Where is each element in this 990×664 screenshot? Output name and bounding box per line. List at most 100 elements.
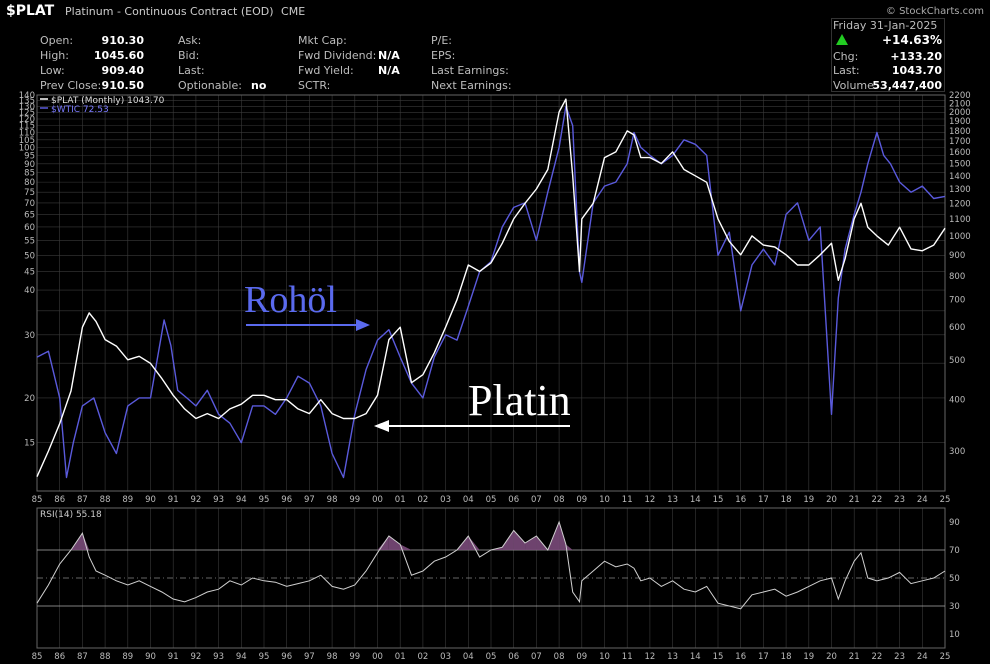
x-tick-label: 98 xyxy=(327,652,338,662)
instrument-name: Platinum - Continuous Contract (EOD) CME xyxy=(65,5,305,18)
right-tick-label: 1200 xyxy=(949,199,971,209)
x-tick-label: 89 xyxy=(122,652,133,662)
x-tick-label: 92 xyxy=(190,652,201,662)
x-tick-label: 00 xyxy=(372,495,383,505)
chg-label: Chg: xyxy=(833,50,859,63)
pe-label: P/E: xyxy=(431,34,452,47)
right-tick-label: 600 xyxy=(949,323,965,333)
left-tick-label: 70 xyxy=(24,199,35,209)
left-axis: 1520304045505560657075808590951001051101… xyxy=(19,91,35,449)
rsi-overbought-fill xyxy=(525,536,537,550)
x-tick-label: 07 xyxy=(531,652,542,662)
left-tick-label: 60 xyxy=(24,223,35,233)
x-tick-label: 14 xyxy=(690,495,701,505)
sctr-label: SCTR: xyxy=(298,79,331,92)
last-price-value: 1043.70 xyxy=(891,64,942,77)
x-tick-label: 17 xyxy=(758,495,769,505)
x-tick-label: 23 xyxy=(894,495,905,505)
x-tick-label: 22 xyxy=(871,495,882,505)
rsi-overbought-fill xyxy=(388,536,401,550)
x-tick-label: 19 xyxy=(803,652,814,662)
x-tick-label: 91 xyxy=(168,652,179,662)
x-tick-label: 20 xyxy=(826,652,837,662)
x-tick-label: 88 xyxy=(100,495,111,505)
x-tick-label: 10 xyxy=(599,652,610,662)
right-tick-label: 800 xyxy=(949,272,965,282)
x-tick-label: 93 xyxy=(213,652,224,662)
last-earnings-label: Last Earnings: xyxy=(431,64,509,77)
up-arrow-icon xyxy=(836,34,848,45)
x-tick-label: 99 xyxy=(349,652,360,662)
x-tick-label: 94 xyxy=(236,652,247,662)
legend-plat: $PLAT (Monthly) 1043.70 xyxy=(51,96,165,106)
left-tick-label: 100 xyxy=(19,143,35,153)
x-tick-label: 13 xyxy=(667,652,678,662)
x-tick-label: 25 xyxy=(940,652,951,662)
annotation-platinum: Platin xyxy=(468,376,571,425)
right-tick-label: 1900 xyxy=(949,117,971,127)
x-tick-label: 91 xyxy=(168,495,179,505)
x-tick-label: 04 xyxy=(463,652,474,662)
right-tick-label: 2100 xyxy=(949,99,971,109)
x-tick-label: 90 xyxy=(145,495,156,505)
left-tick-label: 85 xyxy=(24,169,35,179)
right-tick-label: 900 xyxy=(949,251,965,261)
right-tick-label: 2000 xyxy=(949,108,971,118)
x-tick-label: 02 xyxy=(417,495,428,505)
x-tick-label: 13 xyxy=(667,495,678,505)
x-tick-label: 17 xyxy=(758,652,769,662)
chg-value: +133.20 xyxy=(890,50,942,63)
exchange-label: CME xyxy=(281,5,306,18)
left-tick-label: 65 xyxy=(24,210,35,220)
x-tick-label: 98 xyxy=(327,495,338,505)
prev-close-value: 910.50 xyxy=(101,79,144,92)
legend: $PLAT (Monthly) 1043.70 $WTIC 72.53 xyxy=(40,96,165,115)
rsi-line xyxy=(36,520,946,610)
x-tick-label: 87 xyxy=(77,652,88,662)
fwd-yield-label: Fwd Yield: xyxy=(298,64,354,77)
eps-label: EPS: xyxy=(431,49,456,62)
x-tick-label: 21 xyxy=(849,652,860,662)
open-value: 910.30 xyxy=(101,34,144,47)
x-tick-label: 09 xyxy=(576,652,587,662)
right-tick-label: 500 xyxy=(949,356,965,366)
x-tick-label: 94 xyxy=(236,495,247,505)
right-tick-label: 1300 xyxy=(949,185,971,195)
x-tick-label: 05 xyxy=(486,652,497,662)
x-tick-label: 01 xyxy=(395,652,406,662)
x-tick-label: 03 xyxy=(440,495,451,505)
fwd-dividend-label: Fwd Dividend: xyxy=(298,49,377,62)
right-tick-label: 1700 xyxy=(949,137,971,147)
optionable-value: no xyxy=(251,79,267,92)
x-tick-label: 08 xyxy=(554,652,565,662)
x-tick-label: 09 xyxy=(576,495,587,505)
x-tick-label: 90 xyxy=(145,652,156,662)
instrument-description: Platinum - Continuous Contract (EOD) xyxy=(65,5,274,18)
rsi-layer xyxy=(36,520,946,610)
x-tick-label: 10 xyxy=(599,495,610,505)
x-tick-label: 23 xyxy=(894,652,905,662)
rsi-tick-label: 10 xyxy=(949,630,960,640)
x-tick-label: 18 xyxy=(781,495,792,505)
x-tick-label: 15 xyxy=(713,495,724,505)
x-tick-label: 85 xyxy=(32,652,43,662)
right-tick-label: 1500 xyxy=(949,159,971,169)
rsi-tick-label: 30 xyxy=(949,602,960,612)
x-tick-label: 92 xyxy=(190,495,201,505)
left-tick-label: 50 xyxy=(24,251,35,261)
x-tick-label: 88 xyxy=(100,652,111,662)
x-tick-label: 85 xyxy=(32,495,43,505)
right-tick-label: 400 xyxy=(949,396,965,406)
low-value: 909.40 xyxy=(101,64,144,77)
left-tick-label: 75 xyxy=(24,188,35,198)
x-tick-label: 14 xyxy=(690,652,701,662)
annotation-oil: Rohöl xyxy=(244,279,337,321)
x-tick-label: 97 xyxy=(304,495,315,505)
left-tick-label: 55 xyxy=(24,236,35,246)
x-tick-label: 18 xyxy=(781,652,792,662)
mktcap-label: Mkt Cap: xyxy=(298,34,347,47)
rsi-overbought-fill xyxy=(400,544,412,550)
left-tick-label: 120 xyxy=(19,115,35,125)
rsi-tick-label: 90 xyxy=(949,518,960,528)
